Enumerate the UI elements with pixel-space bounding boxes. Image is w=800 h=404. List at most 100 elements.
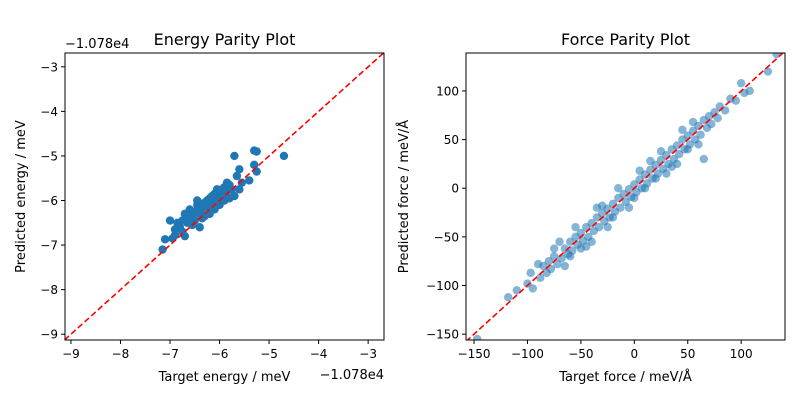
energy-y-offset-label: −1.078e4 bbox=[65, 37, 129, 52]
energy-x-offset-label: −1.078e4 bbox=[320, 368, 384, 383]
force-data-point bbox=[616, 203, 625, 212]
energy-x-tick-label: −9 bbox=[62, 347, 80, 361]
energy-data-point bbox=[235, 185, 244, 194]
energy-data-point bbox=[230, 191, 239, 201]
force-data-point bbox=[614, 184, 623, 193]
energy-axes-frame bbox=[64, 52, 385, 341]
force-data-point bbox=[523, 279, 532, 288]
energy-y-tick-label: −4 bbox=[40, 105, 58, 119]
energy-x-tick-label: −4 bbox=[310, 347, 328, 361]
energy-data-point bbox=[170, 231, 180, 240]
energy-x-tick-label: −8 bbox=[112, 347, 130, 361]
force-data-point bbox=[598, 209, 607, 218]
energy-data-point bbox=[195, 223, 204, 232]
energy-data-point bbox=[212, 185, 222, 194]
force-data-point bbox=[635, 166, 644, 175]
force-data-point bbox=[576, 244, 586, 253]
energy-y-tick-label: −5 bbox=[40, 149, 58, 163]
energy-data-point bbox=[252, 147, 261, 156]
energy-data-point bbox=[165, 216, 175, 225]
force-data-point bbox=[619, 189, 628, 199]
energy-data-point bbox=[202, 196, 212, 205]
force-y-tick-label: 100 bbox=[436, 84, 459, 98]
energy-data-point bbox=[198, 214, 207, 223]
force-plot-title: Force Parity Plot bbox=[561, 30, 690, 49]
force-parity-plot: Force Parity Plot Target force / meV/Å P… bbox=[396, 30, 786, 385]
force-x-tick-label: −150 bbox=[458, 347, 491, 361]
energy-parity-plot: Energy Parity Plot −1.078e4 −1.078e4 Tar… bbox=[14, 30, 385, 385]
force-data-point bbox=[651, 174, 660, 183]
force-data-point bbox=[555, 237, 564, 246]
force-data-point bbox=[624, 203, 634, 212]
energy-data-point bbox=[245, 176, 254, 185]
energy-data-point bbox=[235, 165, 244, 174]
force-data-point bbox=[675, 149, 684, 159]
energy-data-point bbox=[250, 160, 259, 170]
force-data-point bbox=[526, 268, 535, 278]
force-data-point bbox=[571, 222, 580, 232]
force-data-point bbox=[736, 78, 746, 88]
force-data-point bbox=[594, 222, 604, 232]
force-x-tick-label: 0 bbox=[630, 347, 638, 361]
force-data-point bbox=[565, 252, 575, 261]
force-data-point bbox=[624, 185, 634, 194]
energy-data-point bbox=[237, 178, 247, 187]
force-data-point bbox=[688, 117, 698, 127]
force-axes-frame bbox=[465, 52, 786, 341]
energy-y-tick-label: −6 bbox=[40, 194, 58, 208]
force-data-point bbox=[713, 113, 722, 123]
energy-x-axis-label: Target energy / meV bbox=[158, 370, 291, 385]
energy-data-point bbox=[158, 245, 167, 254]
energy-x-tick-label: −6 bbox=[211, 347, 229, 361]
energy-points bbox=[158, 146, 289, 254]
force-x-tick-label: 100 bbox=[730, 347, 753, 361]
energy-data-point bbox=[193, 196, 202, 205]
force-data-point bbox=[536, 273, 545, 282]
force-data-point bbox=[608, 213, 618, 222]
force-data-point bbox=[745, 86, 754, 96]
force-data-point bbox=[598, 201, 607, 210]
force-data-point bbox=[696, 130, 705, 139]
energy-data-point bbox=[232, 171, 242, 181]
force-data-point bbox=[473, 334, 482, 340]
force-data-point bbox=[656, 147, 666, 156]
energy-y-tick-label: −3 bbox=[40, 60, 58, 74]
force-data-point bbox=[553, 259, 562, 269]
force-data-point bbox=[646, 156, 655, 166]
energy-data-point bbox=[160, 235, 170, 244]
energy-x-tick-label: −5 bbox=[260, 347, 278, 361]
force-y-tick-label: −100 bbox=[426, 279, 459, 293]
force-data-point bbox=[678, 125, 687, 135]
force-data-point bbox=[504, 292, 513, 302]
force-data-point bbox=[587, 237, 596, 246]
force-x-tick-label: 50 bbox=[680, 347, 695, 361]
force-data-point bbox=[707, 119, 716, 129]
force-data-point bbox=[544, 256, 554, 266]
force-x-tick-label: −100 bbox=[511, 347, 544, 361]
force-data-point bbox=[772, 53, 781, 59]
force-points bbox=[473, 53, 781, 340]
energy-y-tick-label: −8 bbox=[40, 283, 58, 297]
energy-y-axis-label: Predicted energy / meV bbox=[14, 120, 29, 273]
energy-data-point bbox=[170, 225, 180, 234]
energy-data-point bbox=[252, 167, 261, 176]
force-data-point bbox=[630, 193, 639, 203]
force-y-tick-label: −50 bbox=[434, 230, 459, 244]
force-data-point bbox=[662, 169, 671, 178]
force-data-point bbox=[528, 284, 537, 293]
force-data-point bbox=[549, 244, 559, 253]
force-data-point bbox=[763, 67, 773, 76]
force-data-point bbox=[667, 162, 676, 172]
energy-x-tick-label: −3 bbox=[359, 347, 377, 361]
energy-data-point bbox=[222, 178, 232, 187]
force-data-point bbox=[694, 140, 703, 149]
force-data-point bbox=[640, 184, 650, 193]
force-data-point bbox=[683, 145, 692, 154]
force-data-point bbox=[560, 261, 570, 271]
energy-data-point bbox=[230, 151, 239, 161]
force-x-axis-label: Target force / meV/Å bbox=[558, 369, 692, 385]
energy-y-tick-label: −9 bbox=[40, 328, 58, 342]
energy-data-point bbox=[178, 227, 187, 236]
force-data-point bbox=[699, 154, 708, 164]
